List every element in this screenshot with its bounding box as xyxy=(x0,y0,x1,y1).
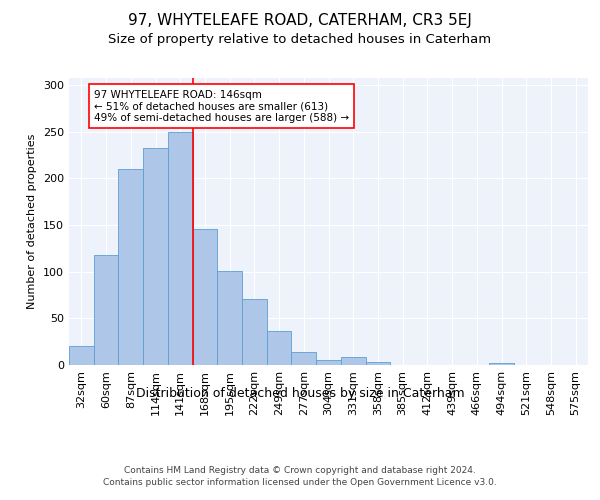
Bar xyxy=(365,362,390,365)
Bar xyxy=(94,255,118,365)
Text: 97, WHYTELEAFE ROAD, CATERHAM, CR3 5EJ: 97, WHYTELEAFE ROAD, CATERHAM, CR3 5EJ xyxy=(128,12,472,28)
Bar xyxy=(316,360,341,365)
Bar xyxy=(69,346,94,365)
Bar xyxy=(118,169,143,365)
Bar xyxy=(267,332,292,365)
Bar xyxy=(292,352,316,365)
Bar xyxy=(168,132,193,365)
Text: Contains public sector information licensed under the Open Government Licence v3: Contains public sector information licen… xyxy=(103,478,497,487)
Text: Distribution of detached houses by size in Caterham: Distribution of detached houses by size … xyxy=(136,388,464,400)
Bar xyxy=(489,363,514,365)
Text: 97 WHYTELEAFE ROAD: 146sqm
← 51% of detached houses are smaller (613)
49% of sem: 97 WHYTELEAFE ROAD: 146sqm ← 51% of deta… xyxy=(94,90,349,123)
Bar xyxy=(341,356,365,365)
Y-axis label: Number of detached properties: Number of detached properties xyxy=(28,134,37,309)
Text: Contains HM Land Registry data © Crown copyright and database right 2024.: Contains HM Land Registry data © Crown c… xyxy=(124,466,476,475)
Bar xyxy=(217,270,242,365)
Bar xyxy=(242,298,267,365)
Text: Size of property relative to detached houses in Caterham: Size of property relative to detached ho… xyxy=(109,34,491,46)
Bar xyxy=(143,148,168,365)
Bar xyxy=(193,228,217,365)
